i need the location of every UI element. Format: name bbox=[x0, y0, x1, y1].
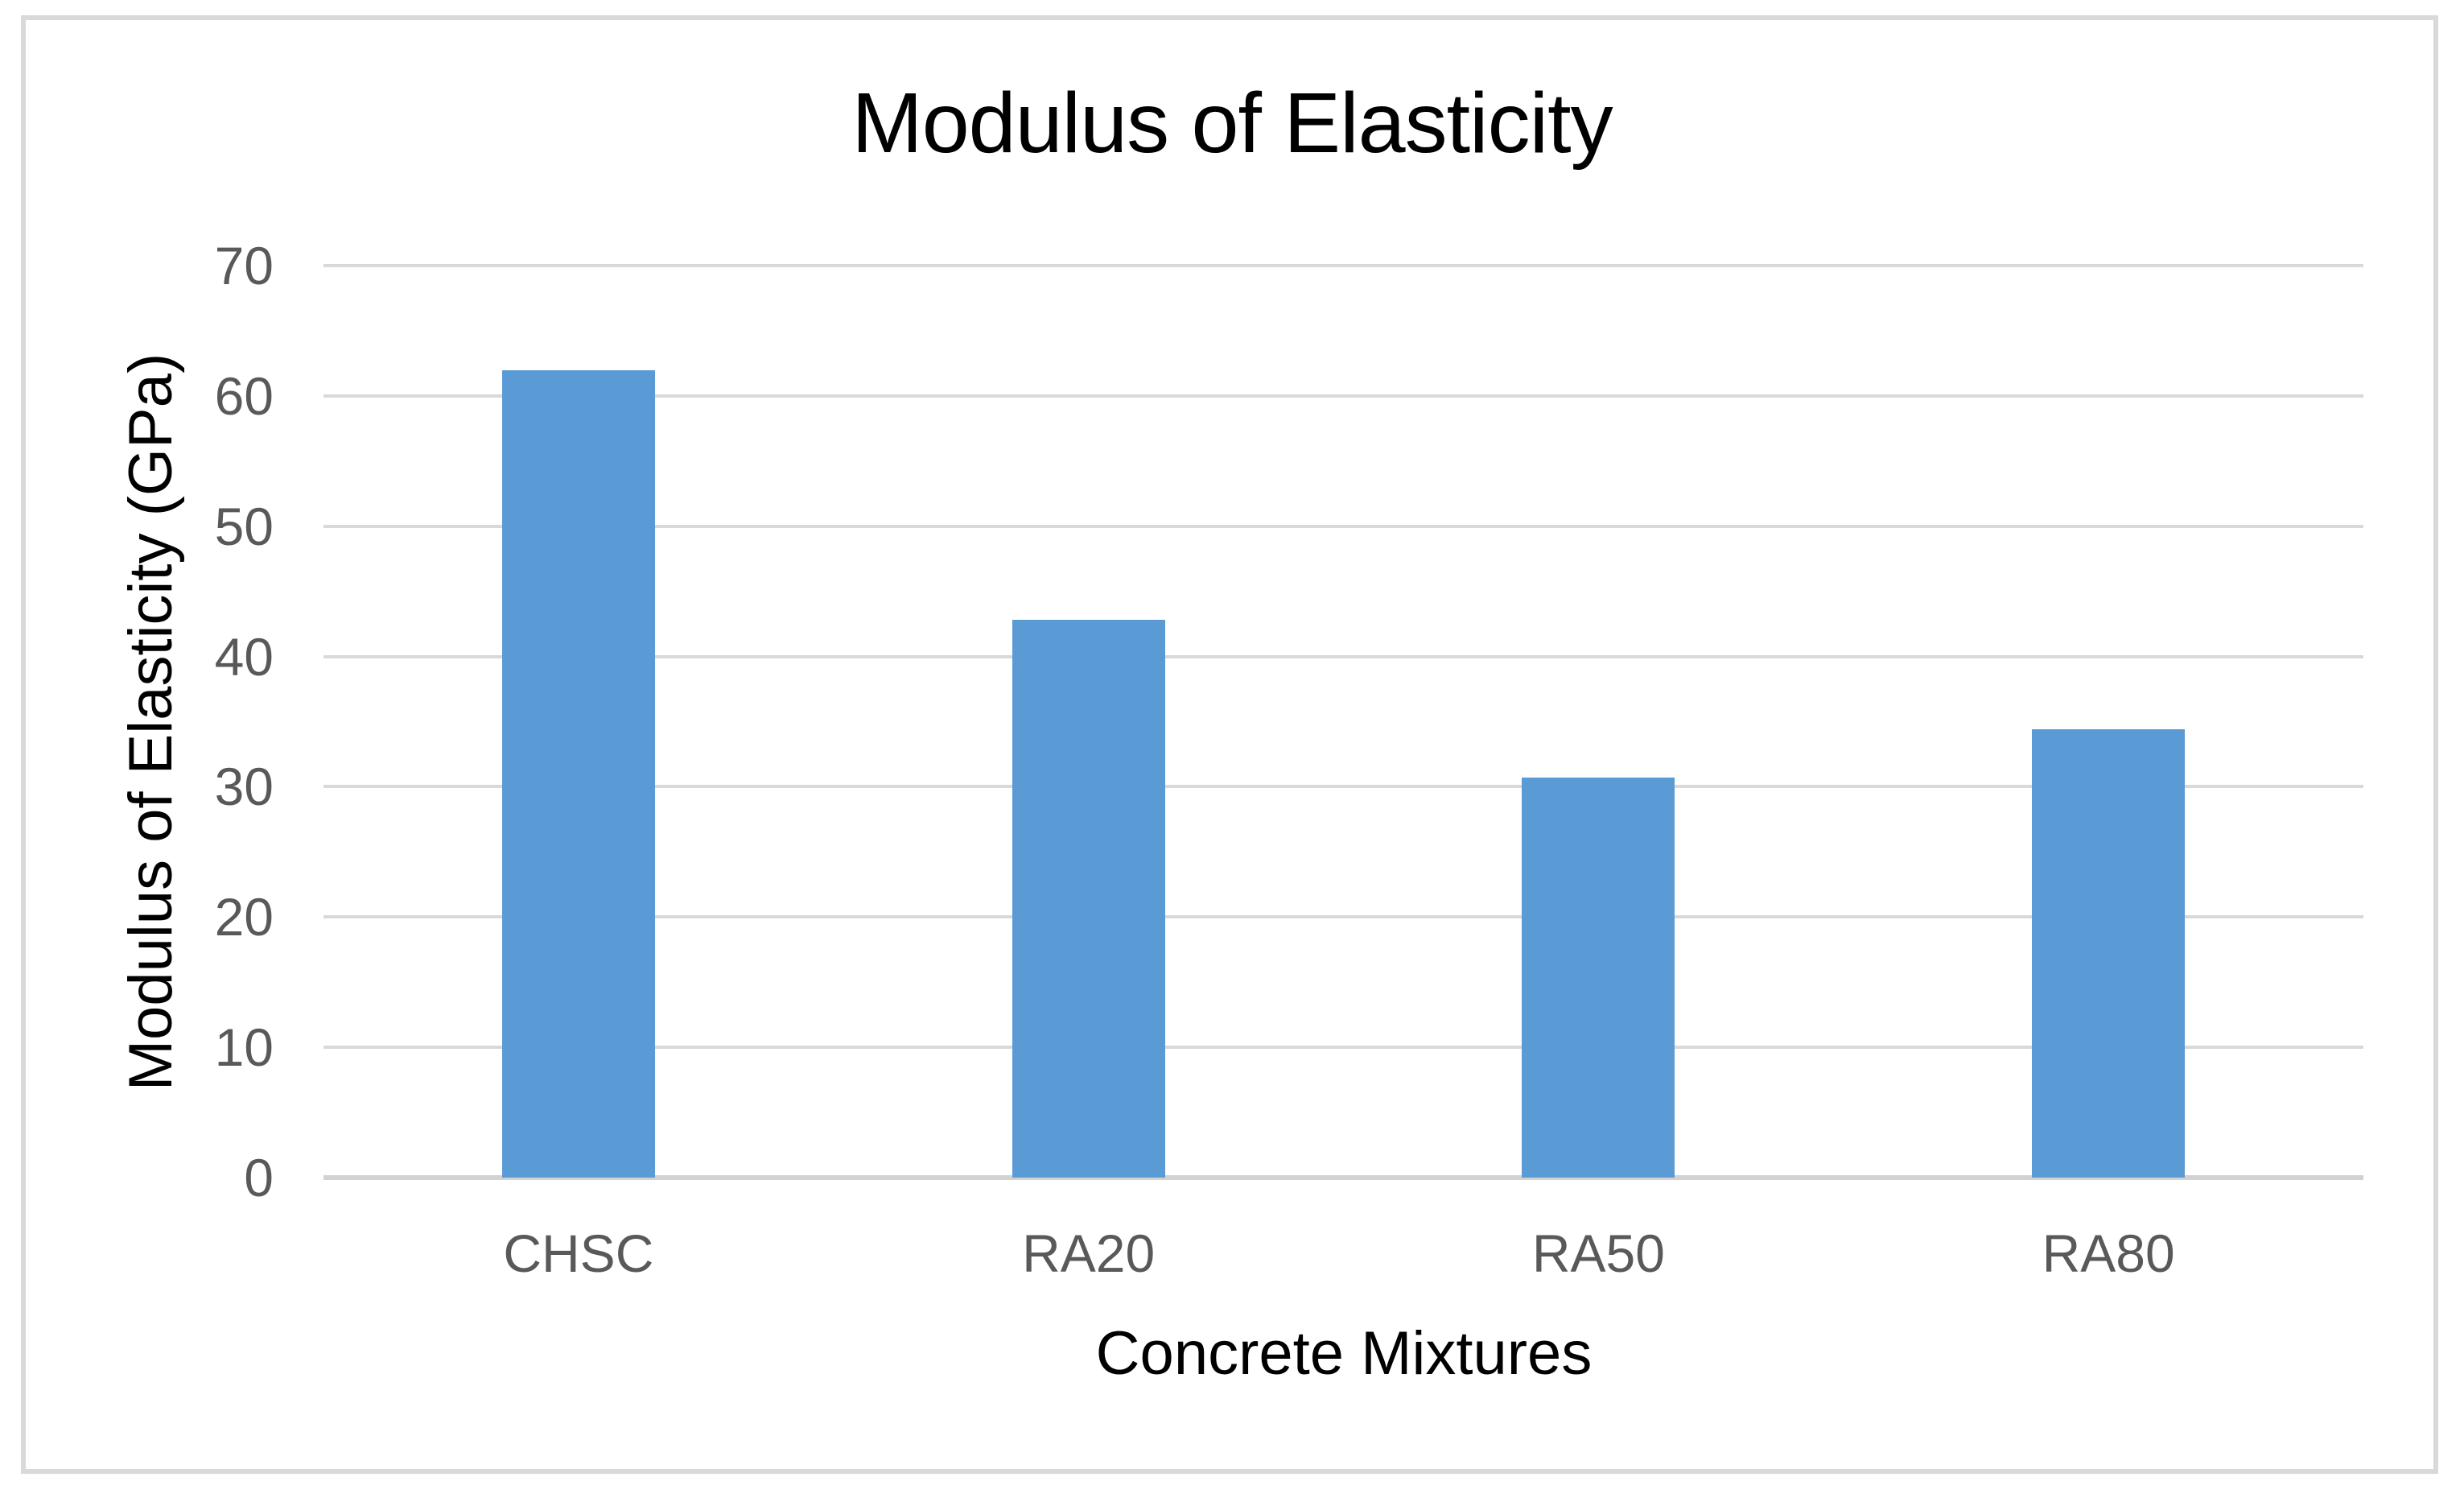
bar-RA50 bbox=[1522, 778, 1675, 1178]
bar-CHSC bbox=[501, 369, 655, 1178]
x-category-label-RA20: RA20 bbox=[1022, 1223, 1156, 1283]
y-tick-label-30: 30 bbox=[214, 757, 274, 817]
gridline-10 bbox=[323, 1046, 2363, 1050]
gridline-40 bbox=[323, 654, 2363, 658]
y-tick-label-70: 70 bbox=[214, 236, 274, 295]
y-axis-title: Modulus of Elasticity (GPa) bbox=[117, 353, 185, 1091]
x-category-label-RA50: RA50 bbox=[1531, 1223, 1665, 1283]
y-tick-label-20: 20 bbox=[214, 887, 274, 947]
bar-RA80 bbox=[2032, 729, 2186, 1178]
gridline-70 bbox=[323, 264, 2363, 267]
y-tick-label-0: 0 bbox=[244, 1148, 274, 1207]
x-category-label-RA80: RA80 bbox=[2042, 1223, 2175, 1283]
plot-area bbox=[323, 264, 2363, 1180]
chart-title: Modulus of Elasticity bbox=[851, 76, 1613, 171]
y-tick-label-40: 40 bbox=[214, 626, 274, 687]
x-category-label-CHSC: CHSC bbox=[503, 1223, 654, 1283]
gridline-20 bbox=[323, 915, 2363, 919]
bar-RA20 bbox=[1012, 620, 1165, 1178]
y-tick-label-50: 50 bbox=[214, 496, 274, 556]
x-axis-title: Concrete Mixtures bbox=[1095, 1319, 1593, 1388]
gridline-50 bbox=[323, 524, 2363, 528]
gridline-30 bbox=[323, 785, 2363, 789]
gridline-60 bbox=[323, 394, 2363, 398]
y-tick-label-10: 10 bbox=[214, 1017, 274, 1078]
y-tick-label-60: 60 bbox=[214, 365, 274, 426]
x-axis-line bbox=[323, 1175, 2363, 1180]
